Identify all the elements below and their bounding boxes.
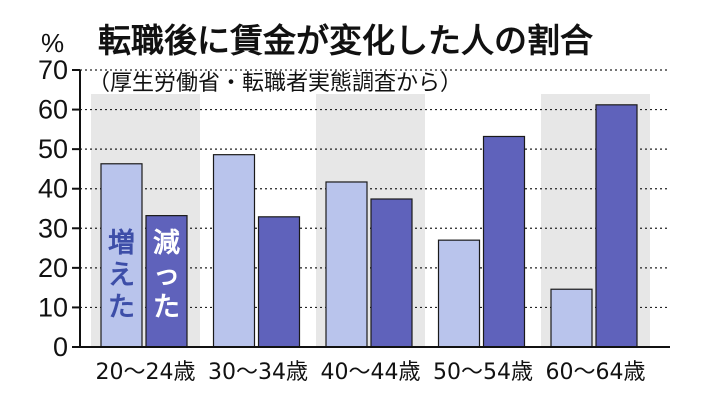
x-tick-label: 20～24歳 xyxy=(96,360,196,385)
y-tick-label: 40 xyxy=(38,174,68,204)
bar xyxy=(482,135,526,348)
bars xyxy=(100,104,638,348)
y-tick-label: 60 xyxy=(38,95,68,125)
x-tick-label: 30～34歳 xyxy=(208,360,308,385)
legend-char: 増 xyxy=(108,227,135,259)
legend-char: た xyxy=(153,292,180,323)
legend-label-decreased: 減った xyxy=(153,228,180,323)
legend-char: 減 xyxy=(153,228,180,259)
x-axis-labels: 20～24歳 30～34歳 40～44歳 50～54歳 60～64歳 xyxy=(96,360,646,385)
bar xyxy=(437,239,481,348)
bar xyxy=(325,181,368,348)
bar xyxy=(212,154,256,348)
chart-subtitle: （厚生労働省・転職者実態調査から） xyxy=(88,71,462,96)
x-tick-label: 40～44歳 xyxy=(321,360,421,385)
bar xyxy=(595,104,638,348)
legend-char: た xyxy=(108,292,135,323)
bar xyxy=(370,198,413,348)
y-tick-label: 70 xyxy=(38,55,68,85)
legend-char: っ xyxy=(153,260,180,291)
legend-char: え xyxy=(108,260,135,291)
x-tick-label: 50～54歳 xyxy=(433,360,533,385)
y-tick-label: 20 xyxy=(38,253,68,283)
y-tick-label: 30 xyxy=(38,213,68,243)
y-tick-label: 10 xyxy=(38,292,68,322)
bar xyxy=(145,215,188,348)
legend-label-increased: 増えた xyxy=(108,227,135,323)
y-axis: 0 10 20 30 40 50 60 70 xyxy=(38,55,670,362)
bar xyxy=(550,288,593,348)
bar xyxy=(100,163,143,348)
x-tick-label: 60～64歳 xyxy=(546,360,646,385)
y-tick-label: 0 xyxy=(53,332,68,362)
chart-title: 転職後に賃金が変化した人の割合 xyxy=(98,21,593,60)
y-tick-label: 50 xyxy=(38,134,68,164)
y-axis-unit: % xyxy=(41,28,64,58)
bar xyxy=(257,216,301,348)
